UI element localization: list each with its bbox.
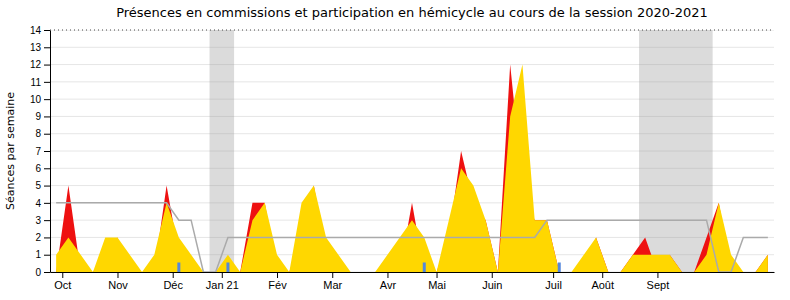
- y-tick: 12: [30, 59, 50, 70]
- y-tick-mark: [44, 186, 50, 187]
- y-tick-mark: [44, 116, 50, 117]
- y-tick: 1: [35, 249, 50, 260]
- y-tick-label: 7: [35, 146, 41, 157]
- x-tick-label: Août: [591, 279, 614, 291]
- y-tick-label: 12: [30, 59, 42, 70]
- y-tick-label: 4: [35, 198, 41, 209]
- x-tick-mark: [492, 272, 493, 278]
- y-tick: 8: [35, 128, 50, 139]
- y-tick-mark: [44, 30, 50, 31]
- x-axis-line: [51, 272, 775, 273]
- x-tick: Juil: [545, 272, 562, 291]
- y-tick-label: 11: [31, 77, 42, 88]
- y-tick: 6: [35, 163, 50, 174]
- y-tick-mark: [44, 203, 50, 204]
- chart: Oct Nov Déc Jan 21 Fév Mar Avr Mai Juin Juil Août S…: [0, 0, 790, 300]
- shaded-region: [639, 30, 713, 272]
- y-tick: 2: [35, 232, 50, 243]
- x-tick: Déc: [163, 272, 183, 291]
- x-tick-mark: [387, 272, 388, 278]
- x-tick-label: Juin: [482, 279, 502, 291]
- event-marker: [423, 262, 426, 272]
- x-tick-label: Fév: [268, 279, 287, 291]
- y-tick-label: 10: [30, 94, 42, 105]
- x-tick: Nov: [108, 272, 128, 291]
- event-marker: [558, 262, 561, 272]
- x-tick: Fév: [268, 272, 287, 291]
- x-tick-label: Déc: [163, 279, 183, 291]
- x-tick: Mai: [428, 272, 446, 291]
- y-tick: 11: [31, 77, 50, 88]
- title: Présences en commissions et participatio…: [116, 5, 708, 20]
- y-tick-mark: [44, 220, 50, 221]
- x-tick-label: Avr: [380, 279, 397, 291]
- plot-area: [50, 30, 774, 272]
- x-tick-label: Oct: [54, 279, 71, 291]
- y-tick-label: 1: [35, 249, 41, 260]
- y-tick-mark: [44, 134, 50, 135]
- y-tick: 14: [30, 25, 50, 36]
- y-tick: 13: [30, 42, 50, 53]
- x-tick-label: Juil: [545, 279, 562, 291]
- event-marker: [226, 262, 229, 272]
- x-tick-mark: [222, 272, 223, 278]
- line: [56, 203, 768, 272]
- x-tick-label: Sept: [647, 279, 670, 291]
- y-tick-mark: [44, 65, 50, 66]
- x-tick: Mar: [323, 272, 342, 291]
- y-tick: 4: [35, 198, 50, 209]
- y-tick: 5: [35, 180, 50, 191]
- y-tick-mark: [44, 47, 50, 48]
- x-tick-label: Nov: [108, 279, 128, 291]
- y-axis-line: [50, 31, 51, 273]
- shaded-region: [210, 30, 235, 272]
- y-tick-label: 13: [30, 42, 42, 53]
- x-tick: Jan 21: [206, 272, 239, 291]
- y-tick-label: 0: [35, 267, 41, 278]
- y-tick-label: 2: [35, 232, 41, 243]
- x-tick-mark: [437, 272, 438, 278]
- y-tick-label: 14: [30, 25, 42, 36]
- x-tick: Juin: [482, 272, 502, 291]
- y-tick-label: 6: [35, 163, 41, 174]
- x-tick-mark: [277, 272, 278, 278]
- y-tick: 7: [35, 146, 50, 157]
- x-axis: Oct Nov Déc Jan 21 Fév Mar Avr Mai Juin Juil Août S…: [51, 272, 775, 291]
- reference-line: [50, 30, 774, 31]
- x-tick-label: Jan 21: [206, 279, 239, 291]
- x-tick-mark: [62, 272, 63, 278]
- y-tick-mark: [44, 99, 50, 100]
- y-tick-mark: [44, 82, 50, 83]
- area: [56, 65, 768, 272]
- x-tick-mark: [602, 272, 603, 278]
- event-marker: [177, 262, 180, 272]
- y-tick-mark: [44, 272, 50, 273]
- x-tick: Sept: [647, 272, 670, 291]
- x-tick-mark: [117, 272, 118, 278]
- y-tick: 9: [35, 111, 50, 122]
- area: [56, 65, 768, 272]
- x-tick: Avr: [380, 272, 397, 291]
- y-tick-mark: [44, 255, 50, 256]
- x-tick-mark: [657, 272, 658, 278]
- y-axis: 01234567891011121314: [30, 25, 51, 278]
- y-tick-label: 9: [35, 111, 41, 122]
- y-tick: 10: [30, 94, 50, 105]
- x-tick-mark: [332, 272, 333, 278]
- y-tick-mark: [44, 151, 50, 152]
- y-tick-mark: [44, 168, 50, 169]
- y-axis-title: Séances par semaine: [4, 92, 17, 210]
- y-tick: 3: [35, 215, 50, 226]
- y-tick: 0: [35, 267, 50, 278]
- x-tick-mark: [173, 272, 174, 278]
- x-tick: Août: [591, 272, 614, 291]
- y-tick-mark: [44, 237, 50, 238]
- y-tick-label: 3: [35, 215, 41, 226]
- x-tick-mark: [553, 272, 554, 278]
- x-tick-label: Mai: [428, 279, 446, 291]
- x-tick-label: Mar: [323, 279, 342, 291]
- y-tick-label: 5: [35, 180, 41, 191]
- x-tick: Oct: [54, 272, 71, 291]
- y-tick-label: 8: [35, 128, 41, 139]
